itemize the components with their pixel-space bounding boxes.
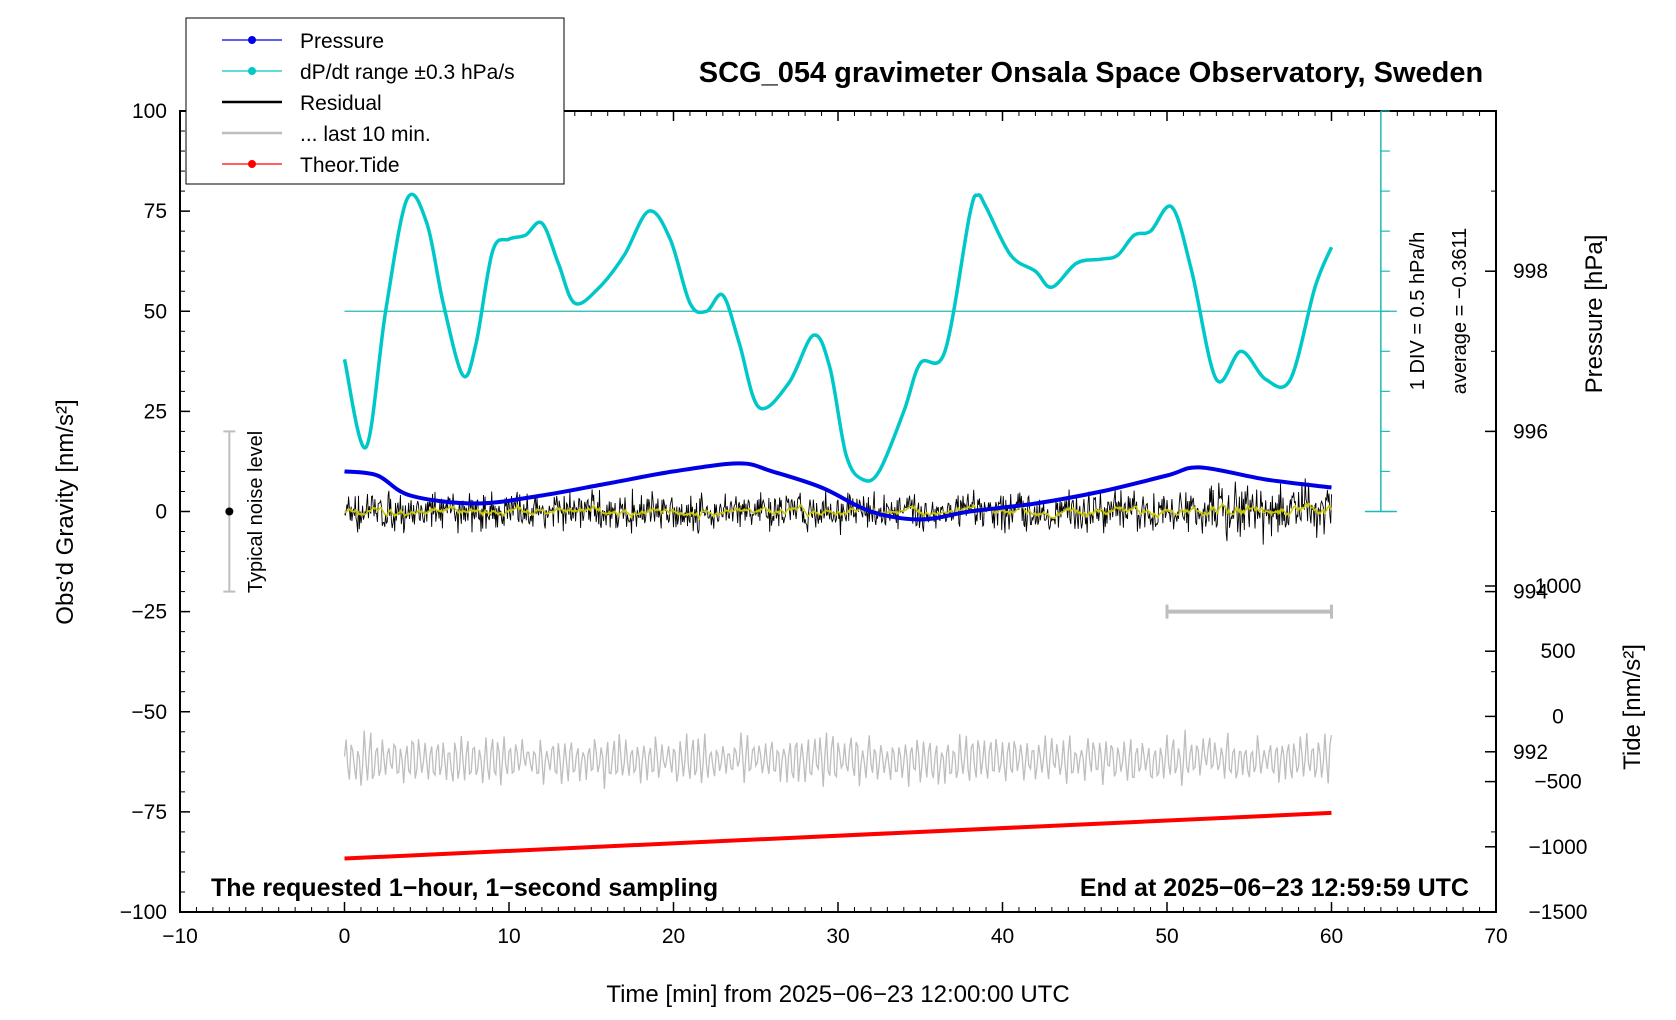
legend: Pressure dP/dt range ±0.3 hPa/s Residual… xyxy=(185,17,565,185)
pressure-axis-title: Pressure [hPa] xyxy=(1581,235,1608,394)
tide-axis-title: Tide [nm/s²] xyxy=(1619,644,1646,770)
pressure-tick-label: 996 xyxy=(1513,420,1548,443)
tide-tick-label: 500 xyxy=(1540,640,1575,663)
y-tick-label: 75 xyxy=(144,200,167,223)
dpdt-scale-label: 1 DIV = 0.5 hPa/h xyxy=(1407,232,1429,390)
x-tick-label: 20 xyxy=(662,925,685,948)
x-tick-label: 40 xyxy=(991,925,1014,948)
x-tick-label: 10 xyxy=(497,925,520,948)
x-tick-label: 70 xyxy=(1484,925,1507,948)
noise-level-label: Typical noise level xyxy=(245,431,267,593)
tide-tick-label: 0 xyxy=(1552,705,1564,728)
x-tick-label: −10 xyxy=(162,925,198,948)
x-tick-label: 60 xyxy=(1320,925,1343,948)
dpdt-axis xyxy=(344,110,1397,513)
pressure-tick-label: 992 xyxy=(1513,741,1548,764)
chart-title: SCG_054 gravimeter Onsala Space Observat… xyxy=(699,57,1483,89)
footer-left: The requested 1−hour, 1−second sampling xyxy=(211,874,718,902)
series-layer xyxy=(342,192,1334,861)
footer-right: End at 2025−06−23 12:59:59 UTC xyxy=(1080,874,1469,902)
series-dpdt-line xyxy=(342,192,1334,483)
series-residual-smooth-line xyxy=(344,501,1333,521)
legend-label-residual: Residual xyxy=(300,92,382,115)
x-axis-title: Time [min] from 2025−06−23 12:00:00 UTC xyxy=(606,981,1069,1008)
dpdt-average-label: average = −0.3611 xyxy=(1449,228,1471,394)
tide-tick-label: 1000 xyxy=(1535,575,1582,598)
series-tide-line xyxy=(344,810,1332,861)
legend-marker-dpdt xyxy=(248,67,256,75)
pressure-tick-label: 994 xyxy=(1513,581,1548,604)
noise-indicator xyxy=(223,430,236,593)
major-ticks xyxy=(179,110,1497,913)
tide-tick-label: −500 xyxy=(1534,771,1581,794)
y-axis-title: Obs’d Gravity [nm/s²] xyxy=(52,399,79,624)
tide-tick-label: −1000 xyxy=(1529,836,1588,859)
y-tick-label: −50 xyxy=(131,701,167,724)
series-last10-line xyxy=(343,729,1333,789)
y-tick-label: −100 xyxy=(120,901,167,924)
y-tick-label: 50 xyxy=(144,300,167,323)
legend-label-pressure: Pressure xyxy=(300,30,384,53)
legend-marker-tide xyxy=(248,160,256,168)
x-tick-label: 50 xyxy=(1155,925,1178,948)
y-tick-labels: 100 75 50 25 0 −25 −50 −75 −100 xyxy=(120,100,167,924)
tide-tick-label: −1500 xyxy=(1529,901,1588,924)
legend-label-tide: Theor.Tide xyxy=(300,154,400,177)
legend-label-last10: ... last 10 min. xyxy=(300,123,431,146)
x-tick-labels: −10 0 10 20 30 40 50 60 70 xyxy=(162,925,1507,948)
pressure-axis: 998 996 994 992 xyxy=(1485,190,1548,833)
y-tick-label: −25 xyxy=(131,601,167,624)
y-tick-label: 100 xyxy=(132,100,167,123)
y-tick-label: −75 xyxy=(131,801,167,824)
tide-axis: 1000 500 0 −500 −1000 −1500 xyxy=(1485,575,1587,924)
legend-label-dpdt: dP/dt range ±0.3 hPa/s xyxy=(300,61,515,84)
x-tick-label: 0 xyxy=(339,925,351,948)
y-tick-label: 25 xyxy=(144,400,167,423)
y-tick-label: 0 xyxy=(155,501,167,524)
noise-center-dot xyxy=(225,507,234,516)
pressure-tick-label: 998 xyxy=(1513,260,1548,283)
x-tick-label: 30 xyxy=(826,925,849,948)
series-pressure-line xyxy=(344,461,1332,522)
legend-marker-pressure xyxy=(248,36,256,44)
